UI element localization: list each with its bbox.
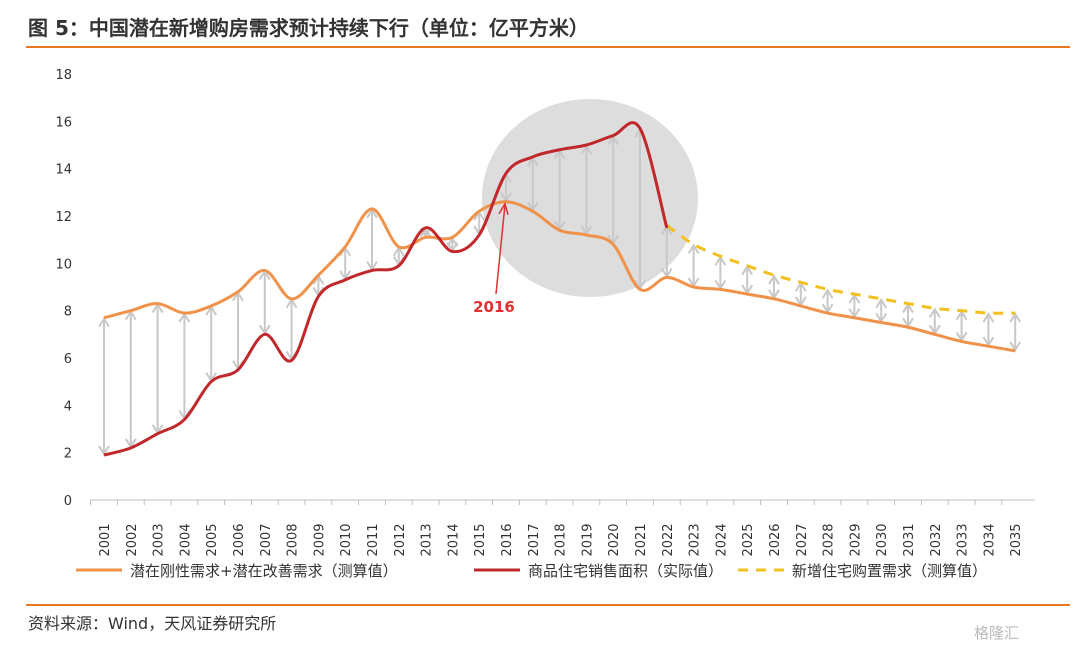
chart: 0 2 4 6 8 10 12 14 16 18 2001 2002 2003 2004 2005 2006… bbox=[55, 68, 1035, 580]
annotation-arrowhead bbox=[498, 201, 509, 215]
x-tick-label: 2026 bbox=[768, 523, 783, 556]
highlight-ellipse bbox=[482, 99, 698, 297]
x-tick-label: 2002 bbox=[125, 523, 140, 556]
gap-arrowhead bbox=[768, 274, 780, 285]
gap-arrowhead bbox=[875, 297, 888, 309]
y-tick-label: 8 bbox=[64, 305, 72, 320]
y-tick-label: 4 bbox=[64, 399, 72, 414]
legend-label: 商品住宅销售面积（实际值） bbox=[528, 562, 723, 580]
x-tick-label: 2027 bbox=[795, 523, 810, 556]
x-tick-label: 2034 bbox=[982, 523, 997, 556]
gap-arrowhead bbox=[98, 316, 110, 328]
chart-title: 图 5：中国潜在新增购房需求预计持续下行（单位：亿平方米） bbox=[28, 16, 589, 40]
x-tick-label: 2018 bbox=[554, 523, 569, 556]
title-divider bbox=[26, 46, 1070, 48]
x-tick-label: 2022 bbox=[661, 523, 676, 556]
x-tick-label: 2021 bbox=[634, 523, 649, 556]
series-line-2 bbox=[103, 121, 669, 457]
y-tick-label: 12 bbox=[55, 210, 72, 225]
x-tick-label: 2030 bbox=[875, 523, 890, 556]
x-tick-label: 2025 bbox=[741, 523, 756, 556]
x-tick-label: 2007 bbox=[259, 523, 274, 556]
x-tick-label: 2011 bbox=[366, 523, 381, 556]
y-tick-label: 10 bbox=[55, 257, 72, 272]
x-tick-label: 2014 bbox=[446, 523, 461, 556]
y-tick-label: 18 bbox=[55, 68, 72, 83]
gap-arrowhead bbox=[982, 312, 995, 323]
y-tick-label: 2 bbox=[64, 447, 72, 462]
annotation-arrow bbox=[495, 204, 506, 294]
gap-arrowhead bbox=[821, 288, 834, 299]
x-tick-label: 2035 bbox=[1009, 523, 1024, 556]
legend-label: 潜在刚性需求+潜在改善需求（测算值） bbox=[130, 562, 398, 580]
x-tick-label: 2010 bbox=[339, 523, 354, 556]
x-tick-label: 2015 bbox=[473, 523, 488, 556]
gap-arrowhead bbox=[928, 307, 941, 318]
x-tick-label: 2020 bbox=[607, 523, 622, 556]
x-tick-label: 2009 bbox=[312, 523, 327, 556]
watermark: 格隆汇 bbox=[974, 624, 1020, 642]
x-tick-label: 2023 bbox=[688, 523, 703, 556]
x-tick-label: 2028 bbox=[822, 523, 837, 556]
annotation-label: 2016 bbox=[473, 298, 515, 316]
x-tick-label: 2006 bbox=[232, 523, 247, 556]
x-tick-label: 2012 bbox=[393, 523, 408, 556]
series-line-1 bbox=[103, 200, 1016, 353]
x-tick-label: 2033 bbox=[956, 523, 971, 556]
x-tick-label: 2029 bbox=[848, 523, 863, 556]
x-tick-label: 2003 bbox=[152, 523, 167, 556]
y-tick-label: 6 bbox=[64, 352, 72, 367]
y-tick-label: 14 bbox=[55, 163, 72, 178]
x-tick-label: 2017 bbox=[527, 523, 542, 556]
footer-divider bbox=[26, 604, 1070, 606]
x-tick-label: 2032 bbox=[929, 523, 944, 556]
x-tick-label: 2005 bbox=[205, 523, 220, 556]
x-tick-label: 2031 bbox=[902, 523, 917, 556]
x-tick-label: 2016 bbox=[500, 523, 515, 556]
legend-label: 新增住宅购置需求（测算值） bbox=[792, 562, 987, 580]
x-tick-label: 2008 bbox=[286, 523, 301, 556]
x-tick-label: 2024 bbox=[714, 523, 729, 556]
x-tick-label: 2004 bbox=[178, 523, 193, 556]
x-tick-label: 2013 bbox=[420, 523, 435, 556]
y-tick-label: 16 bbox=[55, 115, 72, 130]
source-note: 资料来源：Wind，天风证券研究所 bbox=[28, 614, 277, 633]
y-tick-label: 0 bbox=[64, 494, 72, 509]
x-tick-label: 2019 bbox=[580, 523, 595, 556]
x-tick-label: 2001 bbox=[98, 523, 113, 556]
gap-arrowhead bbox=[687, 243, 700, 254]
series-line-3 bbox=[665, 224, 1016, 315]
